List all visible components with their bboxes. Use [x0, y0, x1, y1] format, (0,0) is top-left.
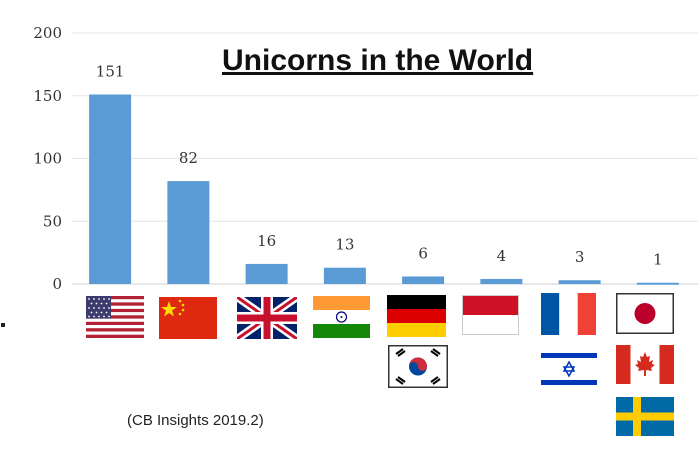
- flag-japan-icon: [616, 293, 674, 334]
- data-label: 151: [96, 62, 125, 80]
- flag-france-icon: [541, 293, 596, 335]
- flag-germany-icon: [387, 295, 446, 337]
- y-tick-label: 200: [33, 24, 62, 42]
- source-note: (CB Insights 2019.2): [127, 412, 264, 429]
- flag-indonesia-icon: [462, 295, 519, 335]
- flag-sweden-icon: [616, 397, 674, 436]
- data-label: 1: [653, 251, 663, 269]
- flag-usa-icon: [86, 296, 144, 338]
- bar: [558, 280, 601, 284]
- y-tick-label: 100: [33, 150, 62, 168]
- data-label: 16: [257, 232, 276, 250]
- bar: [167, 181, 210, 284]
- bar: [89, 94, 132, 285]
- data-label: 4: [497, 247, 507, 265]
- y-tick-label: 150: [33, 87, 62, 105]
- y-tick-label: 50: [43, 212, 62, 230]
- bullet-dot: [1, 323, 5, 327]
- flag-canada-icon: [616, 345, 674, 384]
- bar-chart: 0 50 100 150 200 151 82 16 13 6 4 3 1: [33, 24, 698, 293]
- bar: [323, 267, 366, 284]
- bar: [636, 282, 679, 285]
- flag-israel-icon: [541, 349, 597, 389]
- flag-south-korea-icon: [388, 345, 448, 388]
- chart-title: Unicorns in the World: [222, 44, 534, 77]
- bar: [480, 278, 523, 284]
- flag-india-icon: [313, 296, 370, 338]
- data-label: 3: [575, 248, 585, 266]
- flag-china-icon: [159, 297, 217, 339]
- data-label: 82: [179, 149, 198, 167]
- data-label: 13: [335, 236, 354, 254]
- y-tick-label: 0: [52, 275, 62, 293]
- bar: [245, 263, 288, 284]
- bar: [402, 276, 445, 284]
- data-label: 6: [418, 244, 428, 262]
- flag-uk-icon: [237, 297, 297, 339]
